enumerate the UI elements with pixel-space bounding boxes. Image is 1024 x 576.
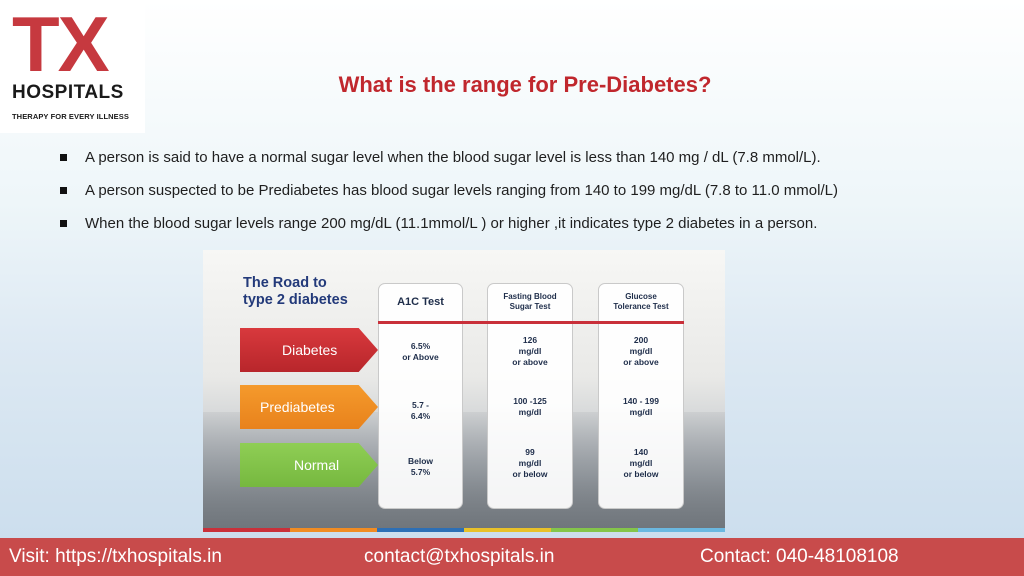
hospital-logo[interactable]: TX HOSPITALS THERAPY FOR EVERY ILLNESS: [0, 0, 145, 133]
bullet-text: A person suspected to be Prediabetes has…: [85, 182, 838, 199]
header-divider-line: [378, 321, 684, 324]
stripe-segment: [551, 528, 638, 532]
logo-tagline: THERAPY FOR EVERY ILLNESS: [12, 112, 129, 121]
stripe-segment: [290, 528, 377, 532]
column-header-glucose-tolerance: Glucose Tolerance Test: [613, 292, 669, 311]
bullet-square-icon: [60, 187, 67, 194]
bullet-item-diabetes: When the blood sugar levels range 200 mg…: [60, 214, 1010, 234]
bullet-text: A person is said to have a normal sugar …: [85, 149, 821, 166]
footer-bar: Visit: https://txhospitals.in contact@tx…: [0, 538, 1024, 576]
cell-fasting-prediabetes: 100 -125 mg/dl: [513, 396, 547, 417]
arrow-prediabetes: Prediabetes: [240, 385, 378, 429]
cell-a1c-diabetes: 6.5% or Above: [402, 341, 439, 362]
cell-a1c-prediabetes: 5.7 - 6.4%: [410, 400, 431, 421]
logo-brand: TX: [12, 0, 110, 88]
footer-email-link[interactable]: contact@txhospitals.in: [364, 546, 555, 567]
cell-gtt-prediabetes: 140 - 199 mg/dl: [623, 396, 659, 417]
column-header-fasting: Fasting Blood Sugar Test: [503, 292, 557, 311]
footer-website-link[interactable]: Visit: https://txhospitals.in: [9, 546, 222, 567]
arrow-label-normal: Normal: [294, 457, 340, 473]
arrow-normal: Normal: [240, 443, 378, 487]
bullet-square-icon: [60, 154, 67, 161]
stripe-segment: [638, 528, 725, 532]
column-glucose-tolerance: Glucose Tolerance Test 200 mg/dl or abov…: [598, 283, 684, 509]
arrow-label-diabetes: Diabetes: [282, 342, 338, 358]
stripe-segment: [377, 528, 464, 532]
logo-name: HOSPITALS: [12, 82, 124, 103]
column-a1c: A1C Test 6.5% or Above 5.7 - 6.4% Below …: [378, 283, 463, 509]
column-fasting: Fasting Blood Sugar Test 126 mg/dl or ab…: [487, 283, 573, 509]
cell-a1c-normal: Below 5.7%: [407, 456, 434, 477]
bullet-text: When the blood sugar levels range 200 mg…: [85, 215, 818, 232]
arrow-label-prediabetes: Prediabetes: [260, 399, 335, 415]
footer-phone[interactable]: Contact: 040-48108108: [700, 546, 899, 567]
bullet-item-prediabetes: A person suspected to be Prediabetes has…: [60, 181, 1010, 201]
bullet-square-icon: [60, 220, 67, 227]
arrow-diabetes: Diabetes: [240, 328, 378, 372]
bullet-item-normal: A person is said to have a normal sugar …: [60, 148, 1010, 168]
infographic-title: The Road to type 2 diabetes: [243, 275, 348, 309]
color-stripe: [203, 528, 725, 532]
cell-fasting-normal: 99 mg/dl or below: [512, 447, 548, 479]
infographic-title-line1: The Road to: [243, 275, 327, 291]
cell-gtt-diabetes: 200 mg/dl or above: [623, 335, 659, 367]
bullet-list: A person is said to have a normal sugar …: [60, 148, 1010, 247]
cell-gtt-normal: 140 mg/dl or below: [623, 447, 659, 479]
page-title: What is the range for Pre-Diabetes?: [338, 72, 712, 97]
infographic-title-line2: type 2 diabetes: [243, 292, 348, 308]
column-header-a1c: A1C Test: [397, 296, 444, 308]
stripe-segment: [464, 528, 551, 532]
stripe-segment: [203, 528, 290, 532]
cell-fasting-diabetes: 126 mg/dl or above: [512, 335, 548, 367]
diabetes-infographic: The Road to type 2 diabetes A1C Test 6.5…: [203, 250, 725, 532]
